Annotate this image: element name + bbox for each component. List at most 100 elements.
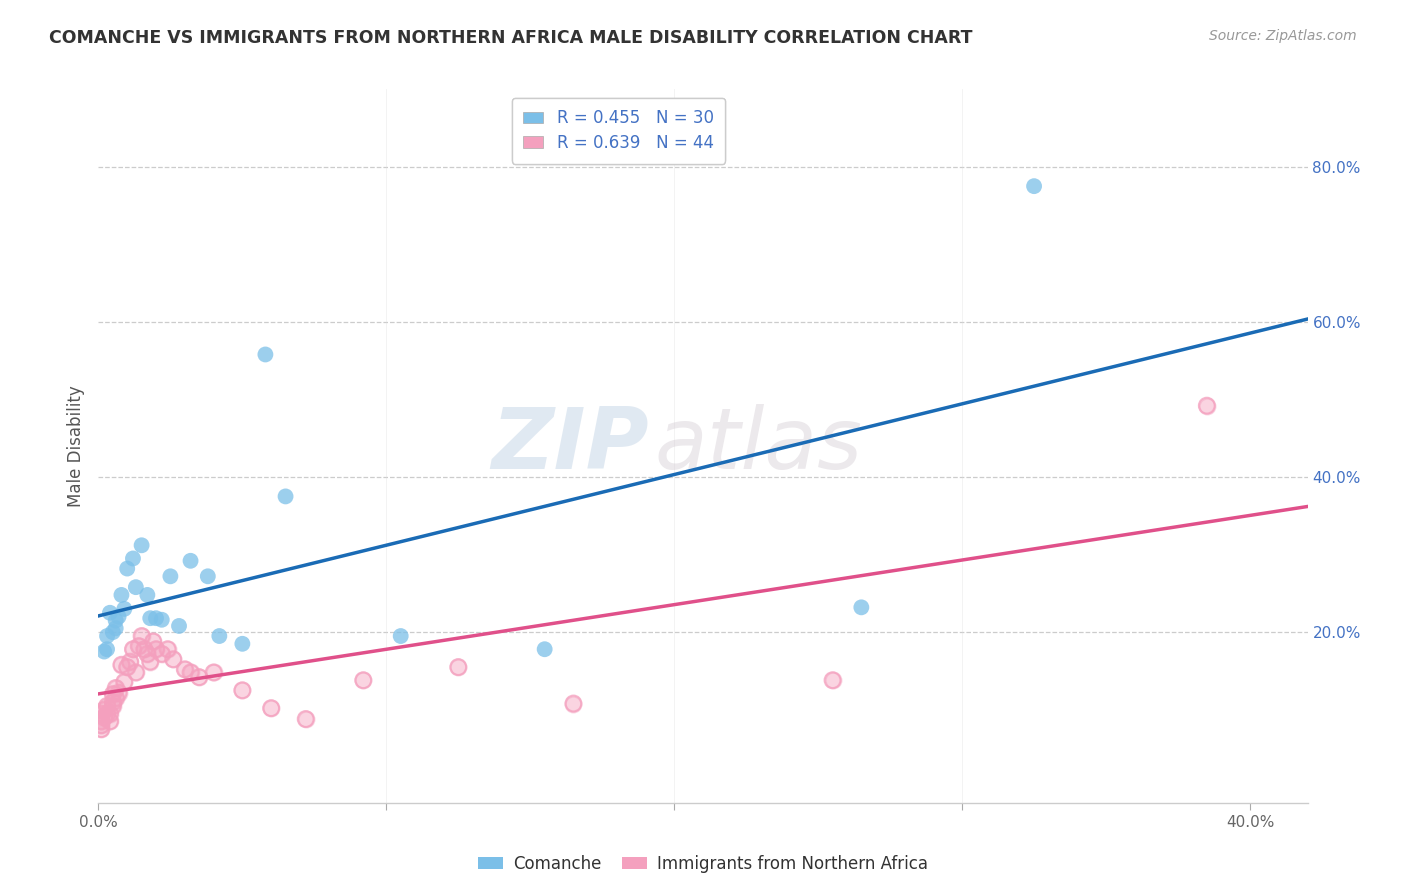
Point: [96, 698, 118, 713]
Point: [231, 683, 253, 698]
Point: [139, 611, 162, 625]
Point: [101, 698, 124, 713]
Point: [125, 665, 148, 680]
Point: [821, 673, 844, 688]
Point: [352, 673, 374, 688]
Point: [112, 602, 135, 616]
Point: [96, 642, 118, 657]
Point: [180, 665, 202, 680]
Point: [101, 695, 124, 709]
Point: [162, 652, 184, 666]
Point: [136, 647, 159, 661]
Point: [821, 673, 844, 688]
Point: [131, 538, 153, 552]
Point: [274, 490, 297, 504]
Legend: Comanche, Immigrants from Northern Africa: Comanche, Immigrants from Northern Afric…: [471, 848, 935, 880]
Point: [294, 712, 316, 726]
Point: [107, 686, 129, 700]
Point: [562, 697, 585, 711]
Point: [208, 629, 231, 643]
Point: [125, 580, 148, 594]
Point: [110, 657, 132, 672]
Point: [90, 718, 112, 732]
Point: [115, 660, 138, 674]
Point: [136, 588, 159, 602]
Point: [101, 698, 124, 713]
Point: [90, 722, 112, 736]
Point: [294, 712, 316, 726]
Point: [156, 642, 179, 657]
Point: [90, 706, 112, 721]
Point: [104, 681, 127, 695]
Point: [107, 686, 129, 700]
Point: [533, 642, 555, 657]
Point: [110, 588, 132, 602]
Point: [96, 698, 118, 713]
Point: [98, 706, 121, 721]
Point: [145, 642, 167, 657]
Point: [447, 660, 470, 674]
Point: [122, 642, 145, 657]
Point: [142, 634, 165, 648]
Point: [231, 683, 253, 698]
Point: [98, 606, 121, 620]
Point: [112, 674, 135, 689]
Point: [96, 629, 118, 643]
Point: [136, 647, 159, 661]
Point: [131, 629, 153, 643]
Point: [122, 551, 145, 566]
Point: [98, 706, 121, 721]
Point: [128, 639, 150, 653]
Point: [180, 554, 202, 568]
Point: [562, 697, 585, 711]
Point: [90, 722, 112, 736]
Point: [122, 642, 145, 657]
Point: [115, 660, 138, 674]
Point: [188, 670, 211, 684]
Text: COMANCHE VS IMMIGRANTS FROM NORTHERN AFRICA MALE DISABILITY CORRELATION CHART: COMANCHE VS IMMIGRANTS FROM NORTHERN AFR…: [49, 29, 973, 46]
Point: [352, 673, 374, 688]
Point: [96, 706, 118, 721]
Point: [162, 652, 184, 666]
Point: [167, 619, 190, 633]
Point: [1195, 399, 1218, 413]
Point: [202, 665, 225, 680]
Point: [98, 714, 121, 729]
Point: [93, 703, 115, 717]
Point: [260, 701, 283, 715]
Point: [101, 687, 124, 701]
Point: [197, 569, 219, 583]
Text: Source: ZipAtlas.com: Source: ZipAtlas.com: [1209, 29, 1357, 43]
Point: [1195, 399, 1218, 413]
Point: [139, 655, 162, 669]
Point: [254, 347, 277, 361]
Point: [202, 665, 225, 680]
Point: [447, 660, 470, 674]
Point: [156, 642, 179, 657]
Point: [96, 706, 118, 721]
Point: [93, 710, 115, 724]
Point: [101, 695, 124, 709]
Point: [180, 665, 202, 680]
Point: [173, 662, 195, 676]
Point: [115, 561, 138, 575]
Point: [134, 642, 156, 657]
Point: [101, 687, 124, 701]
Point: [120, 655, 142, 669]
Point: [145, 642, 167, 657]
Point: [104, 691, 127, 706]
Point: [1022, 179, 1045, 194]
Point: [134, 642, 156, 657]
Point: [125, 665, 148, 680]
Point: [101, 625, 124, 640]
Point: [139, 655, 162, 669]
Point: [110, 657, 132, 672]
Point: [90, 714, 112, 729]
Point: [188, 670, 211, 684]
Point: [150, 647, 173, 661]
Point: [104, 621, 127, 635]
Text: atlas: atlas: [655, 404, 863, 488]
Point: [93, 710, 115, 724]
Point: [90, 714, 112, 729]
Point: [120, 655, 142, 669]
